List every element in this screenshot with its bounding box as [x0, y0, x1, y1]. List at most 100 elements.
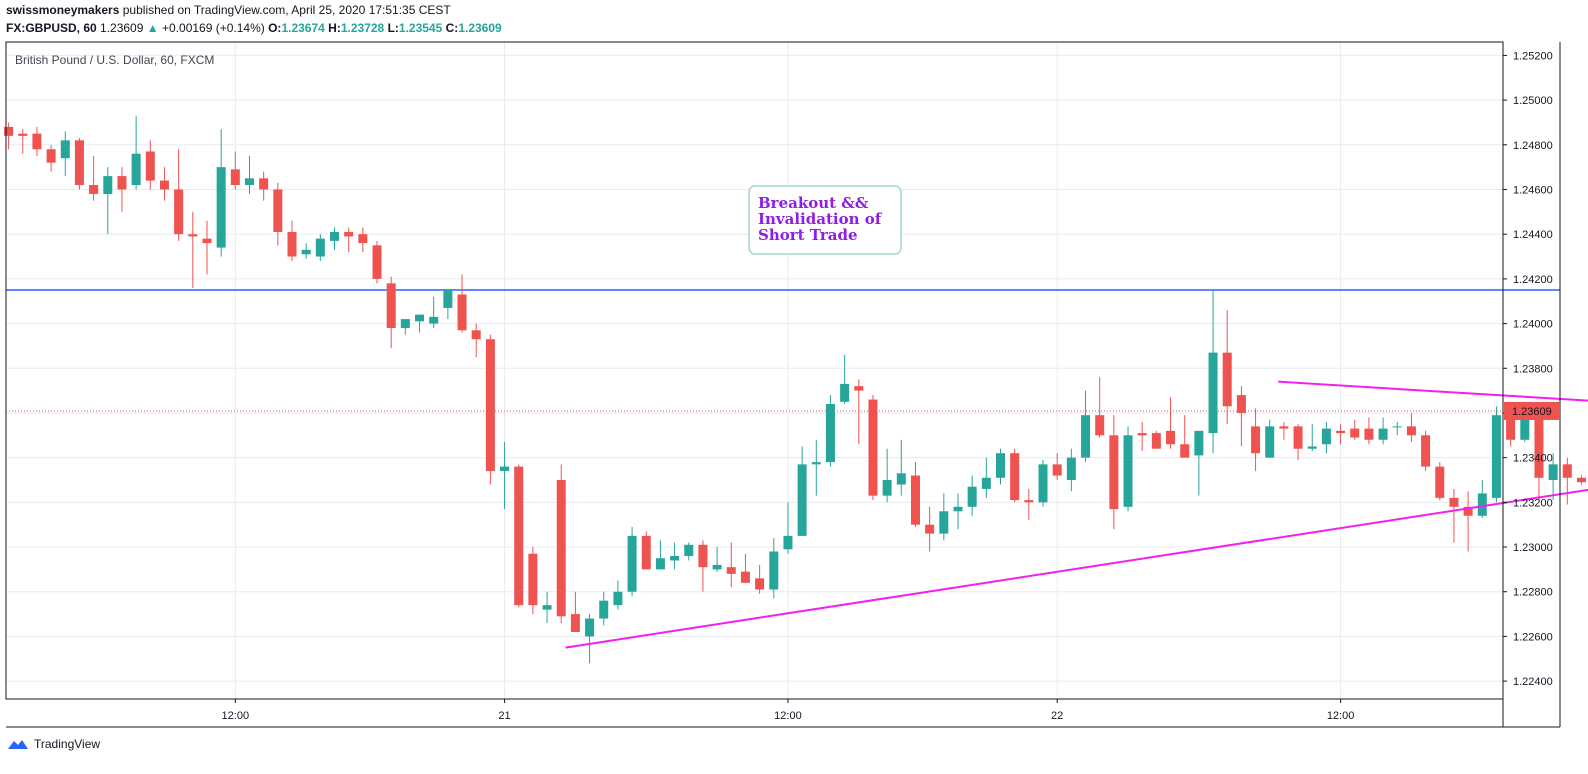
y-tick-label: 1.24000 [1513, 319, 1553, 331]
author-name[interactable]: swissmoneymakers [6, 3, 120, 17]
candle [981, 457, 991, 498]
candle [216, 129, 226, 257]
candle [726, 542, 736, 588]
candle [1463, 491, 1473, 552]
candle-body [188, 234, 198, 237]
candle [202, 220, 212, 275]
y-tick-label: 1.23400 [1513, 453, 1553, 465]
candle [244, 155, 254, 194]
annotation-text-line: Breakout && [758, 194, 869, 212]
candle-body [556, 480, 566, 617]
candle [1491, 406, 1501, 503]
candle-body [46, 149, 56, 163]
candle [429, 296, 439, 329]
candle [1052, 453, 1062, 480]
candle [1562, 457, 1572, 505]
candle-body [301, 249, 311, 255]
candle [1194, 430, 1204, 496]
candle-body [953, 506, 963, 512]
publish-info: swissmoneymakers published on TradingVie… [6, 3, 451, 17]
candle [514, 464, 524, 608]
candle [1350, 419, 1360, 440]
y-tick-label: 1.25200 [1513, 50, 1553, 62]
candle-body [840, 383, 850, 402]
tradingview-logo[interactable]: TradingView [6, 737, 100, 751]
y-tick-label: 1.22800 [1513, 587, 1553, 599]
candle [415, 314, 425, 333]
candle-body [542, 605, 552, 610]
x-tick-label: 12:00 [222, 710, 250, 722]
candle-body [670, 555, 680, 561]
trend-line [1278, 380, 1588, 402]
candle [443, 290, 453, 320]
x-tick-label: 12:00 [1327, 710, 1355, 722]
tradingview-cloud-icon [8, 740, 28, 749]
y-tick-label: 1.24400 [1513, 229, 1553, 241]
candle-body [570, 614, 580, 632]
candle [1364, 417, 1374, 445]
chart-title: British Pound / U.S. Dollar, 60, FXCM [15, 53, 214, 67]
candle-body [330, 231, 340, 241]
candle [188, 211, 198, 288]
candle [528, 547, 538, 615]
candle-body [755, 578, 765, 590]
x-tick-label: 12:00 [774, 710, 802, 722]
candle [372, 240, 382, 284]
last-price: 1.23609 [100, 21, 144, 35]
candle [4, 122, 14, 150]
candle [613, 580, 623, 610]
y-tick-label: 1.24200 [1513, 274, 1553, 286]
candle-body [1024, 500, 1034, 503]
open-value: 1.23674 [281, 21, 325, 35]
candle-body [655, 558, 665, 570]
candle [854, 379, 864, 445]
candle [811, 439, 821, 496]
candle-body [1435, 466, 1445, 498]
candle [103, 167, 113, 235]
candle [1293, 424, 1303, 460]
y-tick-label: 1.24800 [1513, 140, 1553, 152]
candle-body [174, 189, 184, 235]
candle [471, 323, 481, 358]
close-label: C: [445, 21, 459, 35]
candle-body [1038, 464, 1048, 503]
candle [570, 591, 580, 632]
candle [797, 446, 807, 536]
candle-body [4, 126, 14, 136]
candle-body [1576, 477, 1586, 483]
candle-body [344, 231, 354, 237]
candle [1123, 426, 1133, 512]
candle-body [471, 330, 481, 340]
candle [1066, 448, 1076, 492]
candle [712, 547, 722, 572]
candle-body [726, 567, 736, 574]
candle-body [613, 591, 623, 606]
candle [1406, 412, 1416, 443]
y-axis[interactable]: 1.25200 1.25000 1.24800 1.24600 1.24400 1.242… [1503, 50, 1560, 688]
candle [1449, 488, 1459, 543]
candle [1038, 459, 1048, 507]
candle-body [712, 564, 722, 570]
candle [868, 395, 878, 501]
candle [1321, 421, 1331, 454]
y-tick-label: 1.24600 [1513, 184, 1553, 196]
candle [344, 227, 354, 253]
candle-body [1548, 464, 1558, 480]
candle [783, 502, 793, 554]
y-tick-label: 1.23800 [1513, 363, 1553, 375]
candle-body [1236, 395, 1246, 413]
candle [1208, 290, 1218, 454]
candle-body [825, 404, 835, 463]
candle-body [358, 234, 368, 244]
candle [1520, 415, 1530, 443]
candle-body [131, 153, 141, 186]
candle [953, 493, 963, 530]
candle-body [1293, 426, 1303, 449]
open-label: O: [268, 21, 282, 35]
candle-body [627, 535, 637, 592]
published-text: published on TradingView.com, April 25, … [122, 3, 451, 17]
candle-body [287, 231, 297, 257]
